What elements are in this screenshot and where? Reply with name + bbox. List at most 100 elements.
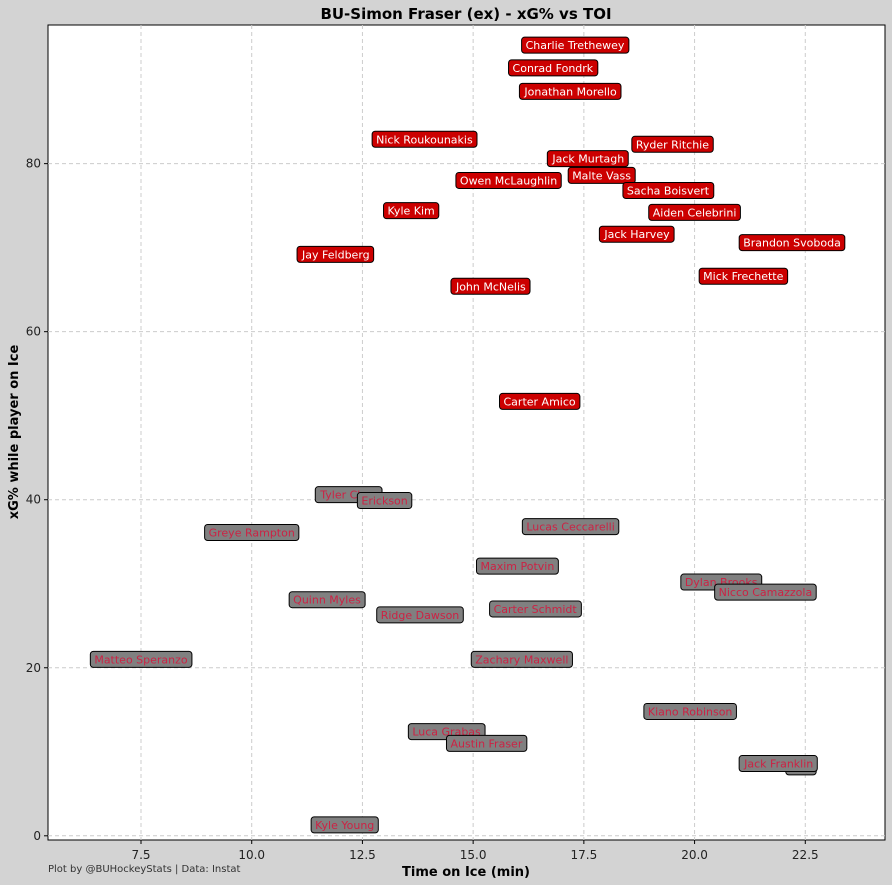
player-label-box: [643, 702, 737, 720]
player-label: Carter Schmidt: [494, 603, 578, 616]
player-point: Conrad Fondrk: [508, 59, 599, 77]
player-point: Nick Roukounakis: [371, 130, 478, 148]
y-tick-label: 20: [26, 661, 41, 675]
player-label: Kyle Kim: [388, 205, 435, 218]
player-label: Nick Roukounakis: [376, 133, 473, 146]
x-tick-label: 15.0: [460, 848, 487, 862]
player-point: Jay Feldberg: [296, 245, 375, 263]
y-tick-label: 40: [26, 493, 41, 507]
player-point: Kyle Kim: [383, 202, 440, 220]
player-label-box: [738, 234, 846, 252]
player-label-box: [648, 203, 741, 221]
plot-area: [47, 24, 886, 841]
player-label-box: [470, 650, 573, 668]
player-label: Ryder Ritchie: [636, 138, 709, 151]
player-point: Nicco Camazzola: [714, 583, 817, 601]
player-label: Malte Vass: [572, 169, 631, 182]
player-point: Owen McLaughlin: [455, 171, 562, 189]
player-label: Quinn Myles: [293, 594, 361, 607]
player-point: Matteo Speranzo: [89, 650, 193, 668]
player-point: Jack Murtagh: [546, 150, 629, 168]
y-tick-label: 0: [33, 829, 41, 843]
player-label-box: [714, 583, 817, 601]
player-label-box: [499, 392, 581, 410]
player-point: Carter Schmidt: [489, 600, 582, 618]
player-label: Kyle Young: [315, 819, 374, 832]
player-label: Owen McLaughlin: [460, 174, 557, 187]
y-tick-label: 80: [26, 157, 41, 171]
player-label-box: [546, 150, 629, 168]
player-label-box: [489, 600, 582, 618]
player-label-box: [698, 267, 789, 285]
player-label-box: [521, 36, 630, 54]
player-label-box: [521, 518, 620, 536]
player-label: Jack Harvey: [603, 228, 670, 241]
player-point: Jack Harvey: [598, 225, 675, 243]
player-point: Ryder Ritchie: [631, 135, 714, 153]
y-tick-label: 60: [26, 325, 41, 339]
player-label-box: [508, 59, 599, 77]
player-label: Brandon Svoboda: [743, 237, 841, 250]
player-label: Kiano Robinson: [648, 705, 733, 718]
player-label: Zachary Maxwell: [475, 653, 568, 666]
player-point: Malte Vass: [567, 166, 636, 184]
player-label: Jack Franklin: [743, 758, 813, 771]
player-label-box: [356, 492, 413, 510]
player-label-box: [622, 182, 715, 200]
player-label-box: [738, 755, 818, 773]
player-label-box: [598, 225, 675, 243]
player-label: Ridge Dawson: [381, 609, 460, 622]
player-label-box: [476, 557, 559, 575]
player-label: Matteo Speranzo: [94, 653, 188, 666]
x-tick-label: 12.5: [349, 848, 376, 862]
player-label-box: [631, 135, 714, 153]
player-point: Austin Fraser: [445, 734, 528, 752]
player-point: Kiano Robinson: [643, 702, 737, 720]
x-tick-label: 17.5: [570, 848, 597, 862]
player-label: Austin Fraser: [450, 737, 522, 750]
player-label: Jay Feldberg: [301, 248, 370, 261]
x-tick-label: 22.5: [792, 848, 819, 862]
player-point: Aiden Celebrini: [648, 203, 741, 221]
player-label-box: [383, 202, 440, 220]
player-label: Greye Rampton: [209, 526, 295, 539]
player-label: Jonathan Morello: [523, 85, 617, 98]
player-label: Nicco Camazzola: [719, 586, 813, 599]
player-point: Maxim Potvin: [476, 557, 559, 575]
player-point: Charlie Trethewey: [521, 36, 630, 54]
player-label-box: [310, 816, 379, 834]
y-axis-ticks: 0 20 40 60 80: [26, 157, 48, 843]
player-label: Aiden Celebrini: [653, 206, 737, 219]
player-label: Mick Frechette: [703, 270, 783, 283]
player-label-box: [296, 245, 375, 263]
y-axis-label: xG% while player on Ice: [7, 345, 22, 520]
player-point: Brandon Svoboda: [738, 234, 846, 252]
player-label: John McNelis: [455, 280, 526, 293]
player-point: Greye Rampton: [204, 523, 300, 541]
player-label-box: [371, 130, 478, 148]
player-label: Jack Murtagh: [551, 153, 624, 166]
x-axis-ticks: 7.5 10.0 12.5 15.0 17.5 20.0 22.5: [131, 840, 819, 862]
player-label-box: [518, 82, 622, 100]
player-point: Sacha Boisvert: [622, 182, 715, 200]
x-axis-label: Time on Ice (min): [402, 865, 530, 880]
player-label: Carter Amico: [504, 395, 576, 408]
player-point: Jonathan Morello: [518, 82, 622, 100]
player-point: Zachary Maxwell: [470, 650, 573, 668]
player-label-box: [445, 734, 528, 752]
player-label-box: [376, 606, 464, 624]
player-label-box: [450, 277, 531, 295]
credit-text: Plot by @BUHockeyStats | Data: Instat: [48, 864, 241, 875]
player-label: Sacha Boisvert: [627, 185, 710, 198]
x-tick-label: 7.5: [131, 848, 150, 862]
player-label-box: [455, 171, 562, 189]
player-point: Jack Franklin: [738, 755, 818, 773]
player-point: Kyle Young: [310, 816, 379, 834]
data-labels: Charlie Trethewey Conrad Fondrk Jonathan M…: [89, 36, 846, 834]
player-point: Quinn Myles: [288, 591, 366, 609]
player-label: Lucas Ceccarelli: [526, 521, 614, 534]
player-point: John McNelis: [450, 277, 531, 295]
player-point: Mick Frechette: [698, 267, 789, 285]
player-label: Maxim Potvin: [481, 560, 555, 573]
